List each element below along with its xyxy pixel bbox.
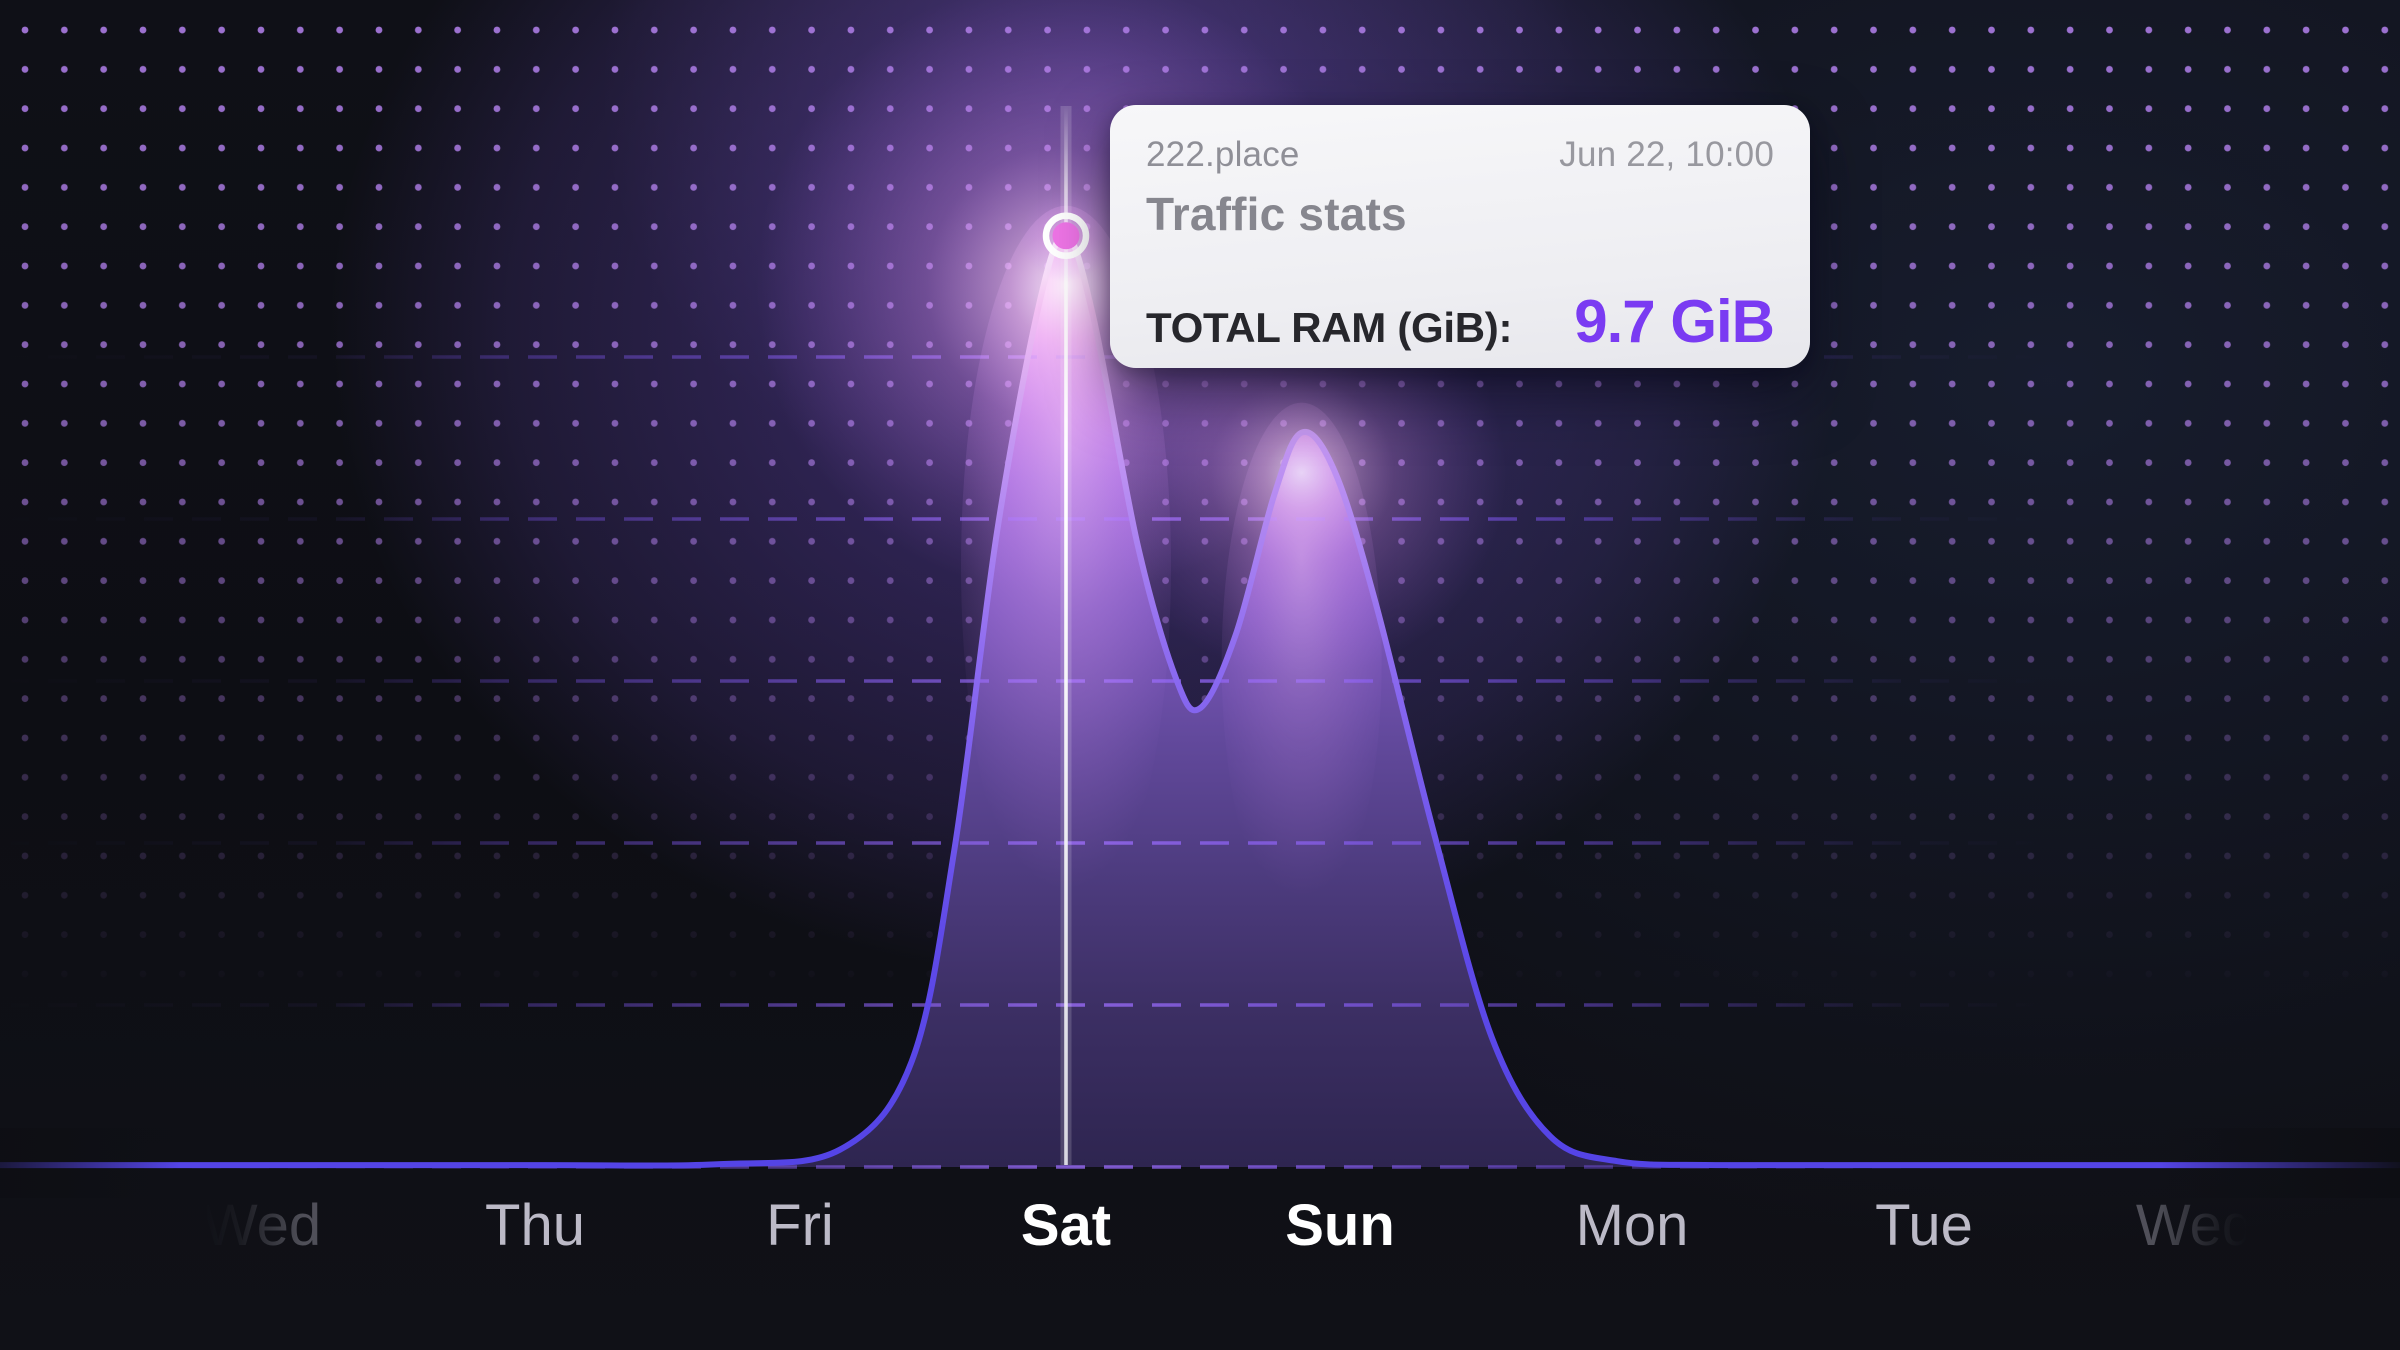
tooltip-metric-label: TOTAL RAM (GiB):: [1146, 304, 1513, 351]
curve-area: [0, 235, 2400, 1167]
baseline-fade-left: [0, 1128, 180, 1198]
tooltip-title: Traffic stats: [1146, 188, 1407, 240]
tooltip-metric-value: 9.7 GiB: [1574, 288, 1775, 355]
baseline-fade-right: [2160, 1128, 2400, 1198]
tooltip-site: 222.place: [1146, 135, 1300, 174]
tooltip-card: 222.place Jun 22, 10:00 Traffic stats TO…: [1110, 105, 1810, 368]
marker-dot: [1052, 222, 1080, 250]
tooltip-datetime: Jun 22, 10:00: [1559, 135, 1774, 174]
tooltip-header: 222.place Jun 22, 10:00: [1146, 135, 1774, 175]
tooltip-metric-row: TOTAL RAM (GiB): 9.7 GiB: [1146, 287, 1775, 356]
marker-ring[interactable]: [1042, 212, 1090, 260]
curve-stroke: [0, 232, 2400, 1169]
